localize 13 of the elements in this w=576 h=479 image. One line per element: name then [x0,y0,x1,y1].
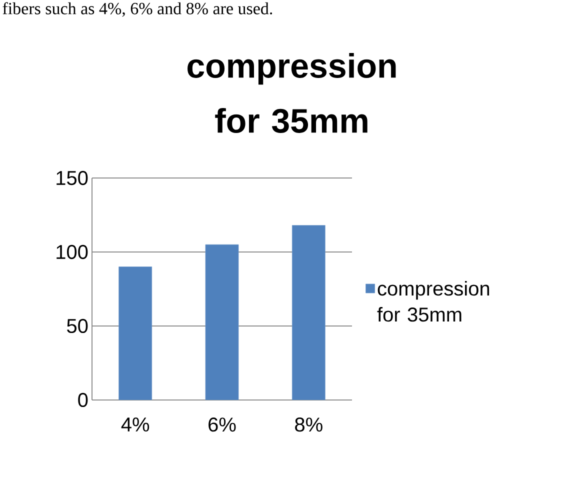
y-tick-label: 100 [56,244,88,260]
x-tick-label: 6% [208,418,236,432]
y-tick-label: 0 [78,392,88,408]
x-tick-label: 8% [295,418,322,432]
y-tick-label: 150 [56,170,88,186]
legend-label: compression for 35mm [377,280,490,322]
bar [292,225,326,400]
x-tick-label: 4% [121,418,150,432]
text: fibers such as 4%, 6% and 8% are used. [2,2,272,17]
bar [205,244,239,400]
y-tick-label: 50 [67,318,88,334]
chart-title: compression for 35mm [188,52,396,133]
bar [118,266,152,400]
